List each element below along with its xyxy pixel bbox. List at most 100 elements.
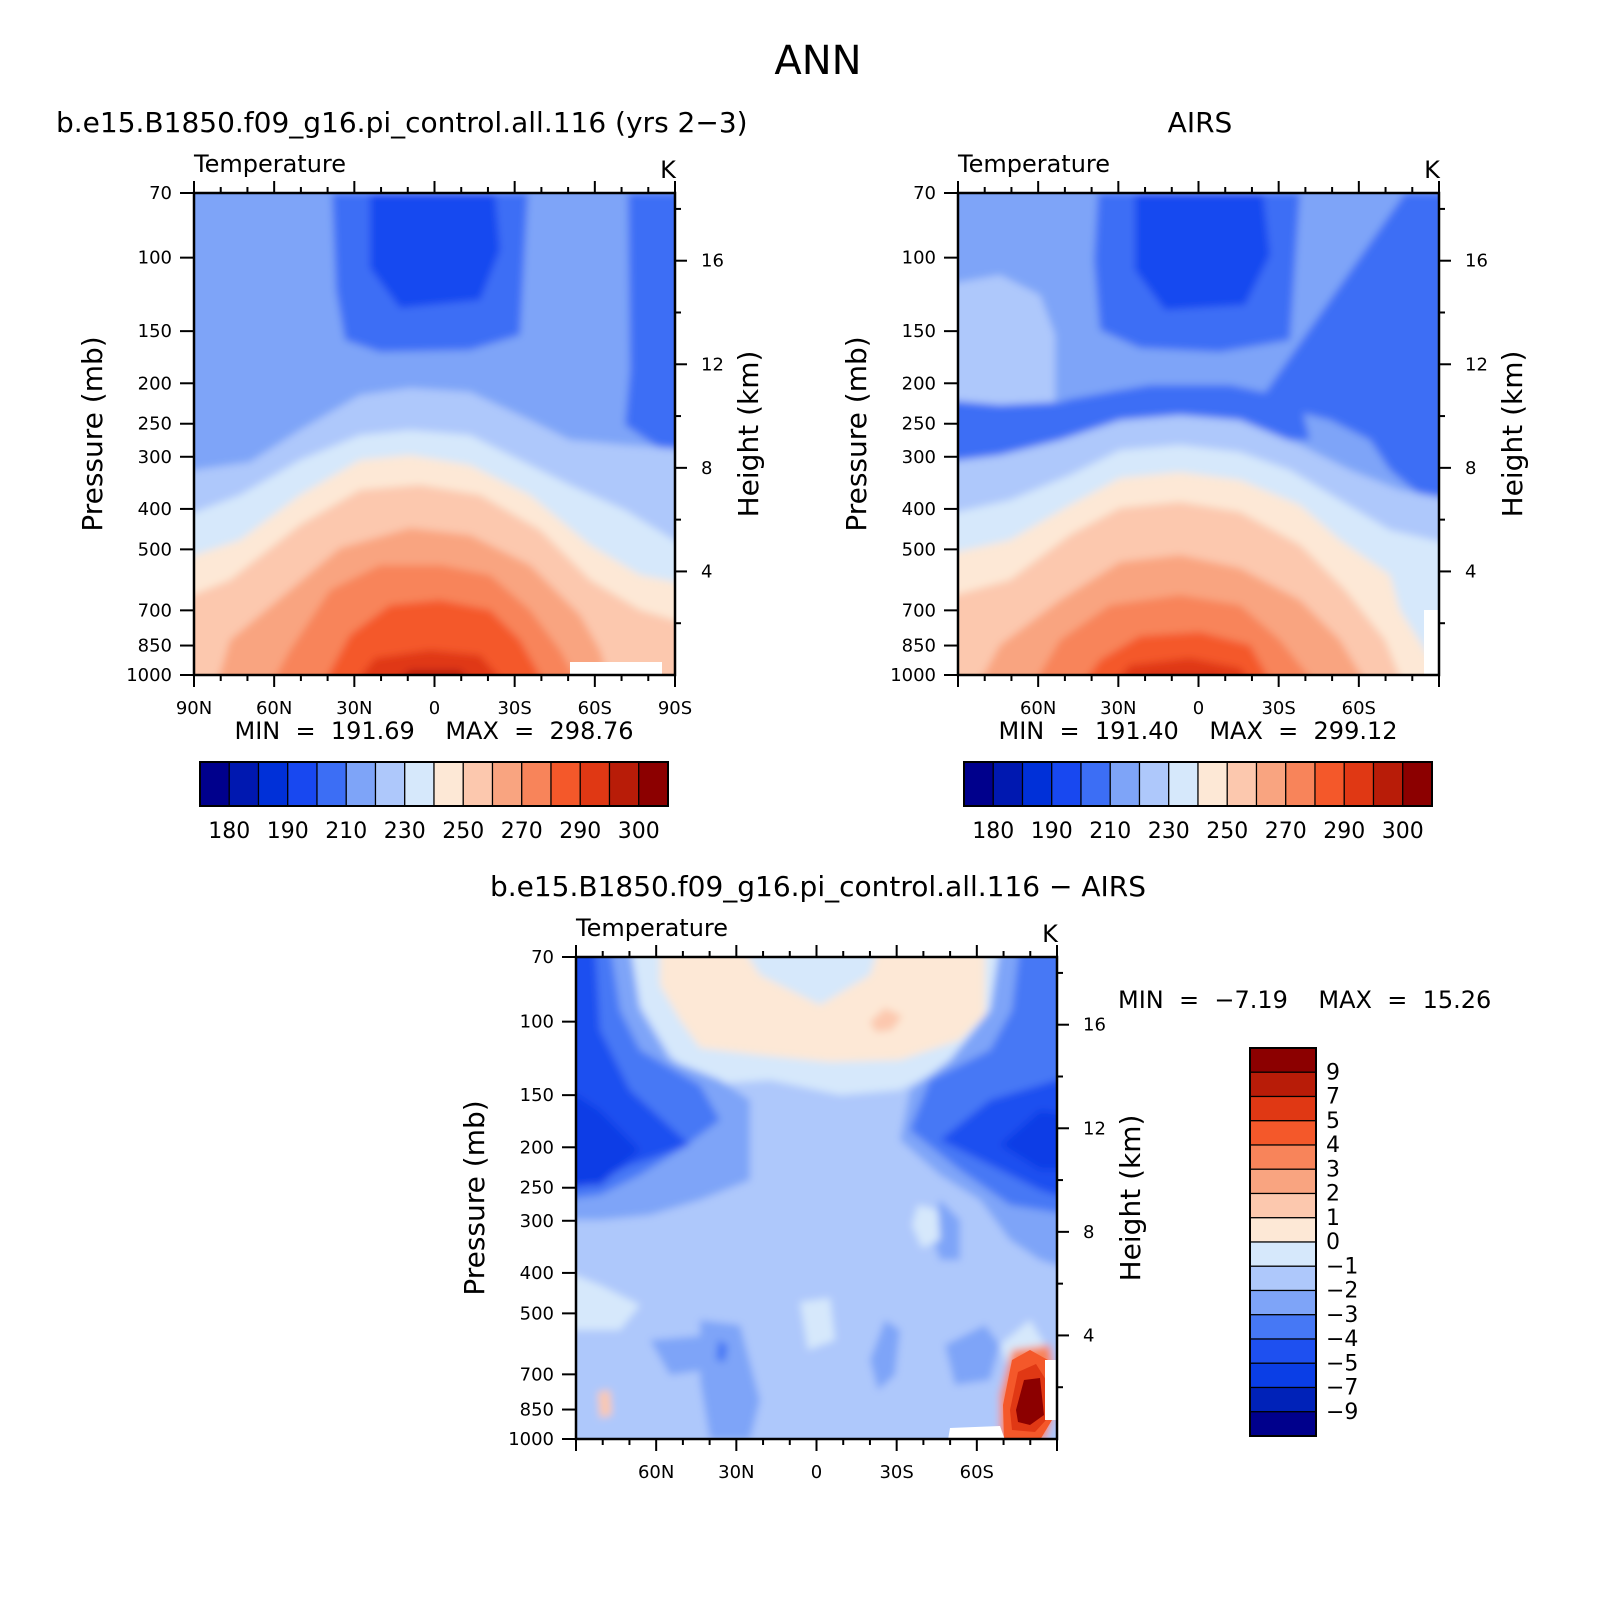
panel-diff-field [576,957,1057,1439]
panel-diff-colorbar-swatch [1249,1265,1317,1292]
panel-diff-colorbar-label: −9 [1326,1400,1358,1425]
panel-model-colorbar-swatch [228,761,260,807]
panel-model-y-tick-label: 100 [138,248,172,269]
panel-diff-y-tick-label: 150 [520,1085,554,1106]
panel-diff-y-tick-label: 250 [520,1178,554,1199]
contour-fill-minus1-mid [912,1205,940,1248]
panel-diff-title: b.e15.B1850.f09_g16.pi_control.all.116 −… [490,870,1146,903]
panel-model-variable: Temperature [193,150,346,178]
panel-model-colorbar-swatch [638,761,669,807]
panel-model-right-tick-label: 4 [701,561,712,582]
panel-obs-title: AIRS [1168,106,1233,139]
panel-obs-colorbar-swatch [1197,761,1228,807]
panel-model-colorbar-swatch [404,761,435,807]
panel-model-x-tick-label: 60S [578,698,612,719]
panel-model-right-tick-label: 8 [701,458,712,479]
panel-diff-y-tick-label: 200 [520,1137,554,1158]
missing-data-mask [570,662,662,675]
panel-diff-colorbar-label: −3 [1326,1303,1358,1328]
panel-model-colorbar-swatch [374,761,406,807]
panel-model-colorbar-swatch [579,761,611,807]
panel-model-colorbar-swatch [257,761,289,807]
panel-diff-ylabel-right: Height (km) [1114,1115,1147,1282]
panel-obs-x-tick-label: 60N [1020,698,1056,719]
panel-diff-colorbar-swatch [1249,1144,1317,1170]
panel-diff-colorbar-label: 4 [1326,1133,1340,1158]
panel-model-x-tick-label: 60N [256,698,292,719]
contour-fill-300 [1135,676,1230,690]
panel-diff-colorbar-swatch [1249,1386,1317,1413]
contour-fill-minus3-d [945,1325,1000,1385]
panel-model-colorbar-swatch [462,761,494,807]
panel-model-y-tick-label: 70 [149,183,172,204]
panel-diff-y-tick-label: 400 [520,1263,554,1284]
panel-diff-colorbar-label: −7 [1326,1376,1358,1401]
panel-obs-colorbar-swatch [1372,761,1404,807]
contour-fill-sp-hotspot [1003,1350,1057,1439]
panel-diff-x-tick-label: 60S [960,1462,994,1483]
panel-obs-variable: Temperature [957,150,1110,178]
panel-diff-colorbar-swatch [1249,1338,1317,1364]
panel-diff-right-tick-label: 4 [1083,1325,1094,1346]
panel-model-colorbar-frame [199,761,669,807]
panel-obs-colorbar-swatch [1051,761,1082,807]
panel-model-colorbar-label: 250 [442,819,484,844]
panel-obs-colorbar-swatch [992,761,1024,807]
panel-model-y-tick-label: 700 [138,600,172,621]
panel-obs-right-tick-label: 16 [1465,251,1488,272]
contour-fill-230-np [958,275,1055,428]
panel-obs-colorbar-label: 300 [1382,819,1424,844]
panel-diff-units: K [1042,920,1059,948]
panel-diff-colorbar-swatch [1249,1314,1317,1340]
panel-diff-x-tick-label: 30N [718,1462,754,1483]
panel-diff-colorbar-label: −2 [1326,1279,1358,1304]
contour-fill-295 [361,650,498,675]
contour-fill-minus3-a [650,1336,705,1375]
panel-model-colorbar-swatch [199,761,230,807]
panel-model-y-tick-label: 400 [138,499,172,520]
panel-obs-y-tick-label: 400 [902,499,936,520]
panel-diff-colorbar-label: 2 [1326,1182,1340,1207]
panel-obs-colorbar-label: 190 [1031,819,1073,844]
panel-obs-x-tick-label: 0 [1193,698,1204,719]
panel-obs-y-tick-label: 70 [913,183,936,204]
panel-model-colorbar-swatch [491,761,523,807]
panel-model-colorbar-swatch [608,761,640,807]
panel-diff-y-tick-label: 850 [520,1400,554,1421]
panel-diff-colorbar-swatch [1249,1217,1317,1243]
panel-obs-colorbar-label: 270 [1265,819,1307,844]
panel-model-x-tick-label: 90N [176,698,212,719]
panel-diff-colorbar-label: −4 [1326,1327,1358,1352]
panel-obs-colorbar-label: 210 [1089,819,1131,844]
contour-fill-minus5-right [940,1079,1057,1196]
panel-model-colorbar-label: 180 [208,819,250,844]
panel-obs-right-tick-label: 12 [1465,354,1488,375]
contour-fill-210-polar [625,193,675,457]
contour-fill-210-sp [1260,193,1439,498]
panel-model-right-tick-label: 16 [701,251,724,272]
contour-fill-minus1-left [576,1275,640,1330]
panel-model-y-tick-label: 500 [138,539,172,560]
panel-diff-colorbar-swatch [1249,1362,1317,1389]
panel-obs-y-tick-label: 500 [902,539,936,560]
panel-obs-y-tick-label: 1000 [890,665,936,686]
contour-fill-minus3-c [870,1320,900,1390]
contour-fill-minus3-b [700,1320,760,1439]
panel-model-y-tick-label: 1000 [126,665,172,686]
panel-diff-colorbar-frame [1249,1047,1317,1437]
panel-diff-y-tick-label: 70 [531,947,554,968]
panel-diff-colorbar-swatch [1249,1241,1317,1267]
panel-diff-stats: MIN = −7.19 MAX = 15.26 [1118,986,1491,1014]
panel-diff-y-tick-label: 700 [520,1364,554,1385]
panel-model-colorbar-swatch [345,761,377,807]
contour-fill-minus7-right [1000,1110,1057,1170]
panel-obs-stats: MIN = 191.40 MAX = 299.12 [998,717,1397,745]
panel-obs: AIRS Temperature K [840,106,1529,844]
panel-model-x-tick-label: 0 [429,698,440,719]
panel-diff-right-tick-label: 12 [1083,1118,1106,1139]
panel-obs-colorbar-swatch [1021,761,1053,807]
panel-diff-colorbar-swatch [1249,1289,1317,1316]
panel-model-right-tick-label: 12 [701,354,724,375]
panel-obs-colorbar-label: 180 [972,819,1014,844]
panel-diff-colorbar-label: 9 [1326,1060,1340,1085]
